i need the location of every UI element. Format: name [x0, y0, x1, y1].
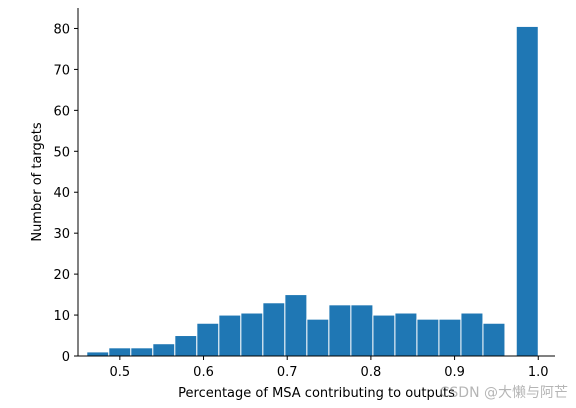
y-tick-label: 80: [53, 22, 70, 37]
histogram-bar: [152, 343, 176, 357]
y-tick-label: 60: [53, 104, 70, 119]
histogram-bar: [460, 312, 484, 357]
histogram-bar: [515, 25, 539, 357]
y-tick-label: 0: [62, 350, 70, 365]
histogram-bar: [218, 314, 242, 357]
x-tick-label: 0.9: [444, 365, 465, 380]
x-tick-label: 0.7: [277, 365, 298, 380]
histogram-bar: [174, 335, 198, 357]
histogram-bar: [262, 302, 286, 357]
histogram-bar: [416, 318, 440, 357]
histogram-bar: [328, 304, 352, 357]
histogram-bar: [86, 351, 110, 357]
y-tick-label: 40: [53, 186, 70, 201]
y-axis-label: Number of targets: [30, 122, 45, 242]
x-tick-label: 0.8: [361, 365, 382, 380]
y-tick-label: 70: [53, 63, 70, 78]
ticks-group: 0.5 0.6 0.7 0.8 0.9 1.0 0 10 20 30 40 50 60 70 80: [53, 22, 548, 380]
y-tick-label: 30: [53, 227, 70, 242]
bars-group: [86, 25, 539, 357]
y-tick-label: 50: [53, 145, 70, 160]
histogram-bar: [108, 347, 132, 357]
histogram-bar: [372, 314, 396, 357]
histogram-bar: [130, 347, 154, 357]
histogram-bar: [394, 312, 418, 357]
histogram-bar: [306, 318, 330, 357]
x-tick-label: 0.6: [193, 365, 214, 380]
histogram-bar: [196, 322, 220, 357]
watermark-text: CSDN @大懒与阿芒: [439, 385, 568, 401]
histogram-bar: [482, 322, 506, 357]
y-tick-label: 10: [53, 309, 70, 324]
x-tick-label: 1.0: [528, 365, 549, 380]
y-tick-label: 20: [53, 268, 70, 283]
x-tick-label: 0.5: [109, 365, 130, 380]
x-axis-label: Percentage of MSA contributing to output…: [178, 386, 455, 401]
histogram-bar: [284, 294, 308, 357]
histogram-bar: [438, 318, 462, 357]
histogram-bar: [240, 312, 264, 357]
axes-group: [77, 8, 555, 357]
histogram-bar: [350, 304, 374, 357]
